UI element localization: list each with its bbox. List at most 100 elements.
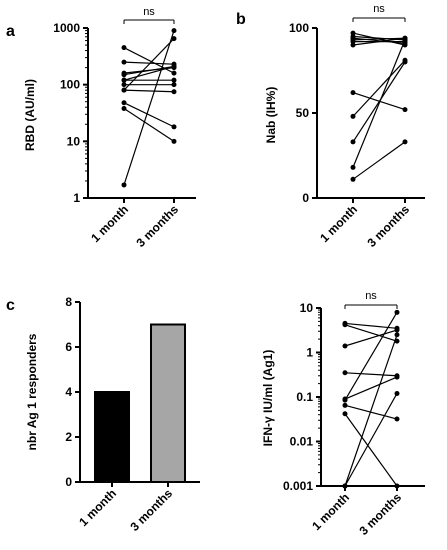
panel-a-ylabel: RBD (AU/ml) [23, 79, 37, 151]
data-point [121, 105, 127, 111]
data-point [171, 82, 177, 88]
paired-line [352, 61, 406, 143]
data-point [394, 309, 400, 315]
paired-line [352, 141, 406, 180]
x-tick-label: 3 months [357, 490, 405, 538]
panel-d-ns-label: ns [365, 290, 377, 302]
panel-c: c nbr Ag 1 responders 0 2 4 6 8 1 month 3 mon… [6, 295, 200, 534]
data-point [350, 42, 356, 48]
paired-line [123, 107, 175, 142]
y-tick-label: 8 [65, 295, 72, 309]
y-tick-label: 6 [65, 340, 72, 354]
panel-a: a RBD (AU/ml) 1 10 100 1000 1 month 3 months… [6, 6, 196, 250]
paired-line [344, 393, 398, 487]
bar [94, 391, 130, 483]
data-point [121, 72, 127, 78]
y-tick-label: 100 [60, 78, 80, 92]
panel-b-ns-label: ns [373, 3, 385, 15]
paired-line [344, 376, 398, 400]
panel-a-letter: a [6, 23, 15, 40]
data-point [350, 139, 356, 145]
data-point [121, 182, 127, 188]
paired-line [344, 329, 398, 347]
y-tick-label: 1 [73, 191, 80, 205]
data-point [121, 45, 127, 51]
paired-line [352, 59, 406, 117]
data-point [350, 90, 356, 96]
x-tick-label: 3 months [134, 202, 182, 250]
y-tick-label: 1000 [53, 21, 80, 35]
data-point [394, 374, 400, 380]
data-point [171, 63, 177, 69]
y-tick-label: 0 [302, 191, 309, 205]
paired-line [352, 37, 406, 41]
data-point [402, 37, 408, 43]
panel-b: b Nab (IH%) 0 50 100 1 month 3 months ns [236, 3, 425, 250]
paired-line [344, 413, 398, 487]
paired-line [344, 334, 398, 487]
x-tick-label: 1 month [76, 486, 119, 529]
data-point [171, 138, 177, 144]
data-point [402, 107, 408, 113]
panel-d: IFN-γ IU/ml (Ag1) 0.001 0.01 0.1 1 10 1 mont… [261, 290, 425, 538]
data-point [402, 139, 408, 145]
data-point [394, 327, 400, 333]
data-point [342, 397, 348, 403]
panel-d-ylabel: IFN-γ IU/ml (Ag1) [261, 350, 275, 447]
panel-b-ylabel: Nab (IH%) [264, 87, 278, 144]
y-tick-label: 1 [306, 346, 313, 360]
panel-a-ns-label: ns [143, 6, 155, 18]
y-tick-label: 50 [296, 106, 310, 120]
paired-line [344, 324, 398, 342]
paired-line [344, 312, 398, 401]
y-tick-label: 0.01 [290, 435, 314, 449]
paired-line [344, 372, 398, 377]
y-tick-label: 100 [289, 21, 309, 35]
paired-line [123, 89, 175, 93]
paired-line [123, 102, 175, 128]
data-point [342, 370, 348, 376]
data-point [121, 87, 127, 93]
data-point [342, 411, 348, 417]
data-point [171, 28, 177, 34]
paired-line [123, 61, 175, 65]
data-point [121, 100, 127, 106]
data-point [171, 77, 177, 83]
panel-b-letter: b [236, 11, 246, 28]
bar [150, 323, 186, 483]
y-tick-label: 0 [65, 475, 72, 489]
data-point [350, 164, 356, 170]
y-tick-label: 10 [300, 301, 314, 315]
panel-c-letter: c [6, 297, 15, 314]
x-tick-label: 3 months [128, 486, 176, 534]
data-point [394, 332, 400, 338]
x-tick-label: 1 month [317, 202, 360, 245]
data-point [171, 89, 177, 95]
panel-c-ylabel: nbr Ag 1 responders [25, 333, 39, 450]
y-tick-label: 0.001 [283, 479, 313, 493]
data-point [121, 77, 127, 83]
paired-line [123, 38, 175, 91]
y-tick-label: 4 [65, 385, 72, 399]
y-tick-label: 0.1 [296, 390, 313, 404]
data-point [394, 416, 400, 422]
data-point [350, 176, 356, 182]
data-point [171, 70, 177, 76]
y-tick-label: 2 [65, 430, 72, 444]
x-tick-label: 1 month [88, 202, 131, 245]
data-point [342, 402, 348, 408]
paired-line [352, 39, 406, 168]
data-point [394, 483, 400, 489]
data-point [171, 124, 177, 130]
paired-line [123, 30, 175, 186]
data-point [402, 59, 408, 65]
data-point [121, 82, 127, 88]
data-point [171, 36, 177, 42]
x-tick-label: 3 months [365, 202, 413, 250]
x-tick-label: 1 month [309, 490, 352, 533]
data-point [342, 483, 348, 489]
data-point [394, 390, 400, 396]
data-point [342, 322, 348, 328]
data-point [121, 59, 127, 65]
